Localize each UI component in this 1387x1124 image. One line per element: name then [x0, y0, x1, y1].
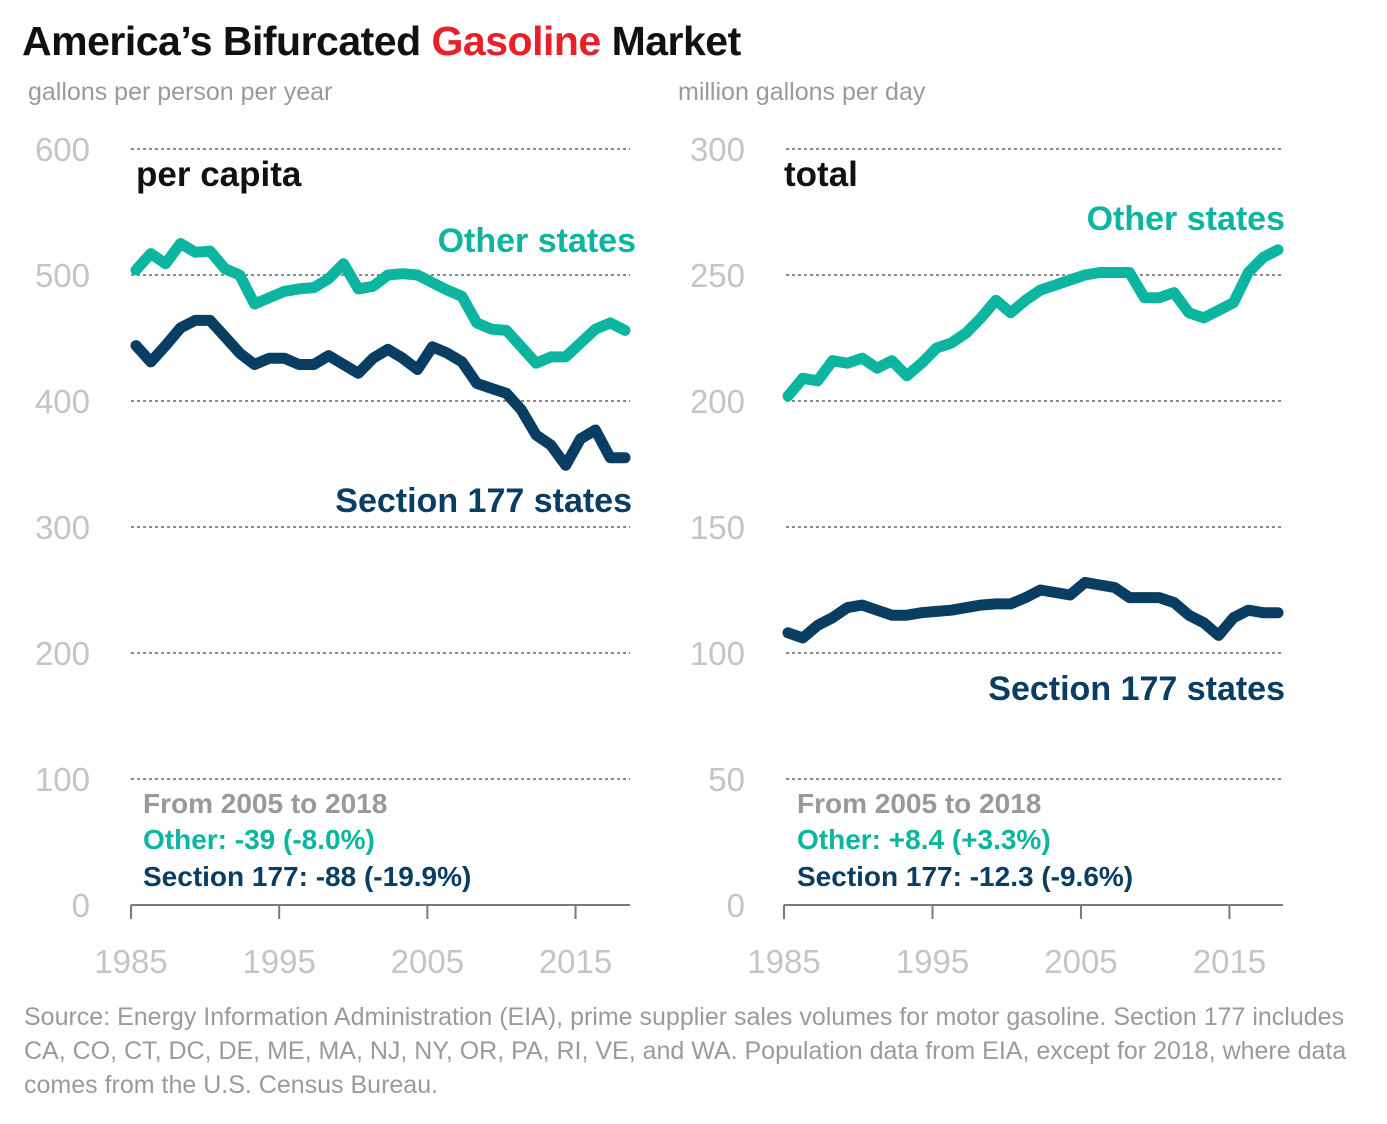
right-y-tick-label: 200	[690, 383, 745, 420]
right-x-tick-label: 1995	[896, 943, 969, 980]
left-note-header: From 2005 to 2018	[143, 788, 387, 819]
chart-title: America’s Bifurcated Gasoline Market	[22, 18, 741, 65]
left-line-section-177-states	[130, 314, 631, 471]
left-y-tick-label: 100	[35, 761, 90, 798]
left-note-other: Other: -39 (-8.0%)	[143, 824, 375, 855]
left-x-tick-label: 2005	[391, 943, 464, 980]
left-note-section-177: Section 177: -88 (-19.9%)	[143, 861, 471, 892]
right-y-tick-label: 50	[708, 761, 745, 798]
left-label-section-177-states: Section 177 states	[335, 482, 632, 520]
right-panel-title: total	[784, 155, 858, 194]
right-label-section-177-states: Section 177 states	[988, 670, 1285, 708]
right-x-tick-label: 2005	[1044, 943, 1117, 980]
right-label-other-states: Other states	[1087, 200, 1285, 238]
left-y-tick-label: 0	[72, 887, 90, 924]
left-y-tick-label: 600	[35, 131, 90, 168]
left-line-other-states	[130, 238, 631, 369]
left-label-other-states: Other states	[438, 222, 636, 260]
source-note: Source: Energy Information Administratio…	[24, 1003, 1347, 1099]
right-line-other-states	[782, 244, 1284, 402]
title-after: Market	[600, 18, 742, 64]
right-y-tick-label: 150	[690, 509, 745, 546]
left-y-unit-label: gallons per person per year	[28, 78, 333, 106]
right-y-tick-label: 250	[690, 257, 745, 294]
right-y-tick-label: 100	[690, 635, 745, 672]
left-y-tick-label: 400	[35, 383, 90, 420]
title-highlight: Gasoline	[431, 18, 602, 64]
left-x-tick-label: 1985	[94, 943, 167, 980]
right-y-tick-label: 300	[690, 131, 745, 168]
left-y-tick-label: 300	[35, 509, 90, 546]
right-note-other: Other: +8.4 (+3.3%)	[797, 824, 1051, 855]
left-y-tick-label: 200	[35, 635, 90, 672]
left-panel-title: per capita	[136, 155, 302, 194]
right-x-tick-label: 1985	[747, 943, 820, 980]
right-note-header: From 2005 to 2018	[797, 788, 1041, 819]
right-x-tick-label: 2015	[1193, 943, 1266, 980]
left-y-tick-label: 500	[35, 257, 90, 294]
left-x-tick-label: 1995	[242, 943, 315, 980]
right-note-section-177: Section 177: -12.3 (-9.6%)	[797, 861, 1133, 892]
left-x-tick-label: 2015	[539, 943, 612, 980]
right-line-section-177-states	[782, 576, 1284, 644]
right-y-tick-label: 0	[727, 887, 745, 924]
title-before: America’s Bifurcated	[22, 18, 432, 64]
right-y-unit-label: million gallons per day	[678, 78, 926, 106]
